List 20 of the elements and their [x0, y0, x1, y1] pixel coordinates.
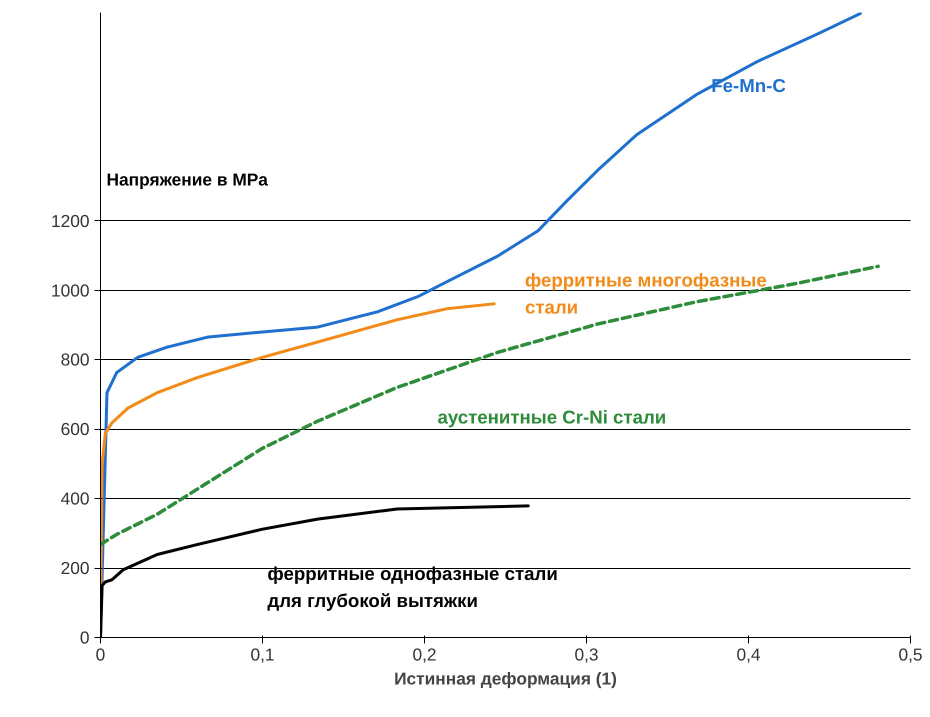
x-tick-label: 0,3 — [574, 644, 599, 664]
x-tick-label: 0,1 — [250, 644, 275, 664]
y-tick-label: 0 — [80, 628, 90, 648]
line-series — [100, 264, 880, 546]
y-tick-label: 600 — [60, 419, 90, 440]
y-tick-label: 400 — [60, 488, 90, 509]
x-axis-title: Истинная деформация (1) — [394, 668, 617, 688]
x-tick-label: 0,2 — [412, 644, 437, 664]
series-label: аустенитные Cr-Ni стали — [437, 406, 666, 428]
x-tick-label: 0,4 — [736, 644, 761, 664]
y-tick-label: 200 — [60, 558, 90, 578]
series-label: ферритные многофазные стали — [524, 269, 767, 318]
x-tick-label: 0 — [96, 644, 106, 664]
series-label: ферритные однофазные стали для глубокой вытяжки — [267, 562, 558, 612]
y-tick-label: 800 — [60, 350, 90, 370]
x-tick-label: 0,5 — [898, 644, 923, 664]
y-tick-label: 1200 — [50, 210, 90, 231]
y-tick-label: 1000 — [50, 280, 90, 300]
y-axis-title: Напряжение в MPa — [106, 170, 268, 190]
series-label: Fe-Mn-C — [711, 74, 786, 96]
